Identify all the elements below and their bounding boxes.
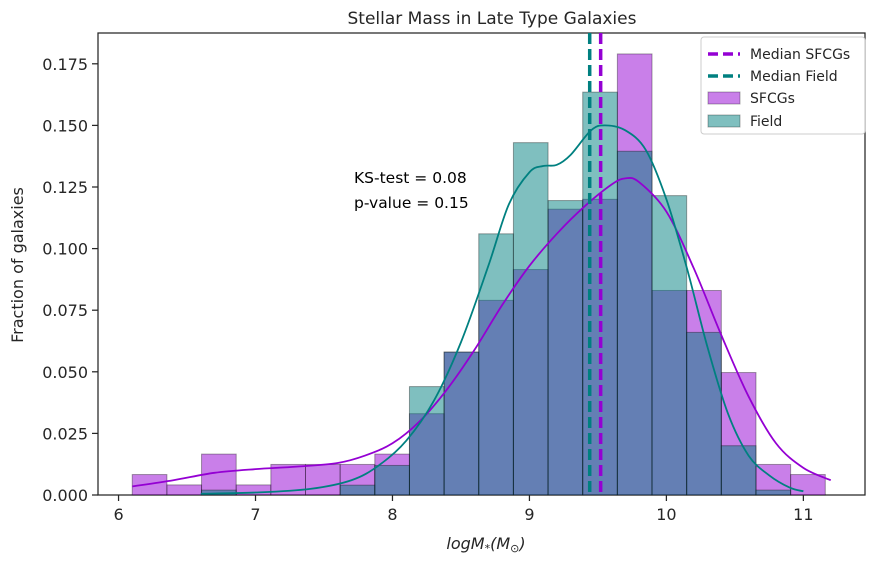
- x-axis-label: logM*(M⊙): [446, 534, 525, 555]
- y-axis: 0.000 0.025 0.050 0.075 0.100 0.125 0.150 0.175: [42, 55, 98, 505]
- legend-label-sfcgs: SFCGs: [750, 91, 795, 107]
- bar-sfcgs-5: [305, 463, 341, 496]
- bar-field-10: [478, 233, 514, 496]
- x-tick-label-8: 8: [387, 505, 397, 524]
- x-tick-label-9: 9: [524, 505, 534, 524]
- y-tick-label-1: 0.025: [42, 424, 88, 443]
- bar-sfcgs-1: [166, 484, 203, 496]
- y-tick-label-0: 0.000: [42, 486, 88, 505]
- bar-sfcgs-0: [131, 474, 168, 496]
- x-tick-label-10: 10: [656, 505, 676, 524]
- x-tick-label-11: 11: [793, 505, 813, 524]
- y-tick-label-3: 0.075: [42, 301, 88, 320]
- bar-sfcgs-19: [790, 474, 826, 496]
- legend-swatch-field: [707, 114, 741, 128]
- bar-field-11: [512, 142, 549, 496]
- field-histogram: [201, 91, 792, 496]
- legend-frame: [700, 36, 866, 135]
- legend-label-field: Field: [750, 114, 782, 130]
- kde-curves: [132, 124, 832, 495]
- legend-swatch-sfcgs: [707, 91, 741, 105]
- y-tick-label-7: 0.175: [42, 55, 88, 74]
- bar-field-17: [720, 445, 757, 496]
- y-tick-label-5: 0.125: [42, 178, 88, 197]
- bar-field-7: [374, 464, 410, 496]
- chart-title: Stellar Mass in Late Type Galaxies: [348, 9, 637, 29]
- bar-field-12: [547, 200, 584, 496]
- legend-label-median-field: Median Field: [750, 69, 838, 85]
- median-lines: [587, 33, 603, 495]
- x-tick-label-7: 7: [250, 505, 260, 524]
- bar-field-9: [443, 351, 480, 496]
- bar-field-18: [755, 489, 792, 496]
- bar-field-14: [616, 150, 653, 496]
- kde-line-sfcgs: [132, 177, 832, 488]
- y-tick-label-6: 0.150: [42, 116, 88, 135]
- ks-test-annotation: KS-test = 0.08: [354, 169, 467, 187]
- bar-field-8: [408, 386, 445, 496]
- y-tick-label-4: 0.100: [42, 240, 88, 259]
- y-axis-label: Fraction of galaxies: [8, 187, 27, 343]
- legend-label-median-sfcgs: Median SFCGs: [750, 47, 850, 63]
- p-value-annotation: p-value = 0.15: [354, 194, 469, 212]
- bar-field-16: [686, 331, 722, 496]
- x-axis: 6 7 8 9 10 11: [113, 495, 814, 524]
- x-tick-label-6: 6: [113, 505, 123, 524]
- kde-line-field: [200, 124, 804, 495]
- bar-field-6: [339, 484, 376, 496]
- y-tick-label-2: 0.050: [42, 363, 88, 382]
- legend: Median SFCGs Median Field SFCGs Field: [700, 36, 866, 135]
